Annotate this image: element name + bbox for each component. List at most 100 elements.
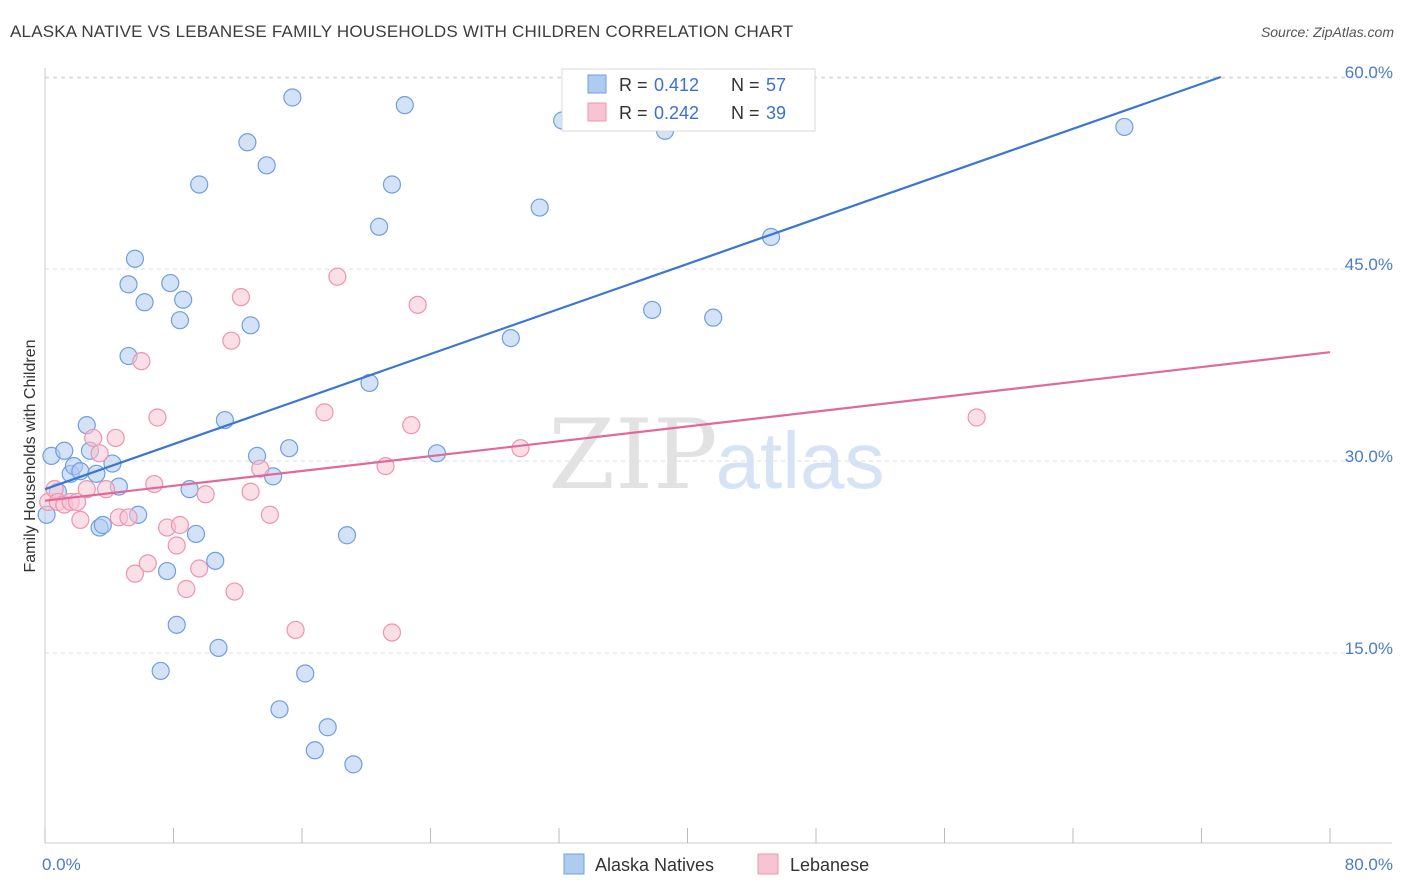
legend-n-label-1: N =	[731, 75, 760, 95]
x-tick-label-max: 80.0%	[1345, 855, 1393, 874]
x-tick-labels: 0.0% 80.0%	[42, 855, 1393, 874]
data-point	[395, 96, 414, 115]
data-point	[125, 249, 145, 268]
legend-r-label-1: R =	[619, 75, 648, 95]
data-point	[251, 459, 270, 478]
data-point	[296, 664, 315, 683]
watermark: ZIP atlas	[548, 399, 884, 511]
data-point	[270, 700, 289, 719]
data-point	[231, 288, 251, 307]
series-legend: Alaska Natives Lebanese	[563, 853, 869, 875]
legend-n-label-2: N =	[731, 103, 760, 123]
legend-n-value-1: 57	[766, 75, 786, 95]
data-point	[427, 444, 447, 463]
data-point	[283, 88, 302, 107]
data-point	[196, 485, 215, 504]
data-point	[84, 428, 103, 448]
data-point	[209, 638, 228, 657]
data-point	[222, 331, 241, 350]
legend-n-value-2: 39	[766, 103, 786, 123]
legend-r-value-1: 0.412	[654, 75, 699, 95]
data-point	[260, 505, 279, 524]
chart-title: ALASKA NATIVE VS LEBANESE FAMILY HOUSEHO…	[10, 22, 794, 41]
data-point	[167, 615, 186, 634]
data-point	[206, 551, 225, 570]
data-point	[501, 329, 520, 348]
data-point	[286, 620, 305, 640]
data-point	[174, 290, 193, 309]
data-point	[125, 564, 145, 583]
data-point	[151, 661, 170, 681]
data-point	[190, 559, 209, 578]
y-tick-label-60: 60.0%	[1345, 63, 1393, 82]
y-tick-labels: 15.0% 30.0% 45.0% 60.0%	[1345, 63, 1393, 658]
trend-line-lebanese	[44, 351, 1331, 502]
source-label: Source: ZipAtlas.com	[1260, 24, 1394, 40]
bottom-legend-swatch-pink	[757, 853, 779, 875]
data-point	[305, 741, 324, 760]
series-lebanese	[39, 267, 986, 642]
data-point	[138, 554, 157, 573]
data-point	[238, 133, 257, 152]
correlation-legend: R = 0.412 N = 57 R = 0.242 N = 39	[561, 68, 816, 132]
data-point	[315, 403, 334, 422]
legend-swatch-blue	[587, 74, 607, 94]
data-point	[71, 510, 90, 529]
data-point	[119, 275, 138, 294]
watermark-atlas: atlas	[716, 416, 885, 505]
data-point	[90, 444, 109, 463]
trend-line-alaska-natives	[44, 75, 1222, 491]
watermark-zip: ZIP	[548, 399, 717, 511]
data-point	[328, 267, 347, 286]
y-axis-label: Family Households with Children	[22, 340, 39, 573]
grid-lines	[45, 76, 1392, 654]
data-point	[511, 439, 530, 458]
data-point	[530, 198, 549, 217]
data-point	[241, 316, 260, 335]
data-point	[161, 273, 180, 293]
legend-r-value-2: 0.242	[654, 103, 699, 123]
data-point	[280, 439, 299, 458]
bottom-legend-swatch-blue	[563, 853, 585, 875]
data-point	[241, 482, 260, 501]
y-tick-label-30: 30.0%	[1345, 447, 1393, 466]
data-point	[177, 579, 196, 599]
data-point	[93, 515, 112, 535]
data-point	[148, 408, 167, 427]
data-point	[318, 718, 337, 737]
data-point	[77, 480, 96, 499]
data-point	[382, 175, 402, 194]
data-point	[370, 217, 389, 236]
data-point	[106, 428, 125, 448]
y-tick-label-45: 45.0%	[1345, 255, 1393, 274]
bottom-legend-label-lebanese: Lebanese	[790, 855, 869, 875]
x-tick-label-min: 0.0%	[42, 855, 81, 874]
data-point	[1115, 117, 1134, 137]
legend-swatch-pink	[587, 102, 607, 122]
data-point	[643, 300, 662, 320]
data-point	[225, 582, 244, 601]
data-point	[135, 293, 154, 312]
data-point	[190, 175, 209, 194]
data-point	[186, 524, 206, 544]
legend-r-label-2: R =	[619, 103, 648, 123]
data-point	[55, 441, 74, 460]
data-point	[257, 156, 276, 175]
data-point	[132, 352, 151, 371]
data-point	[704, 308, 723, 327]
data-point	[344, 755, 363, 774]
data-point	[402, 416, 421, 435]
data-point	[170, 515, 190, 535]
data-point	[167, 536, 186, 555]
trend-lines	[44, 75, 1331, 502]
bottom-legend-label-alaska: Alaska Natives	[595, 855, 714, 875]
data-point	[337, 526, 357, 545]
data-point	[145, 474, 164, 494]
y-tick-label-15: 15.0%	[1345, 639, 1393, 658]
data-point	[967, 408, 986, 427]
data-point	[408, 295, 427, 314]
data-point	[119, 508, 138, 527]
data-point	[170, 311, 190, 330]
data-point	[157, 561, 177, 581]
